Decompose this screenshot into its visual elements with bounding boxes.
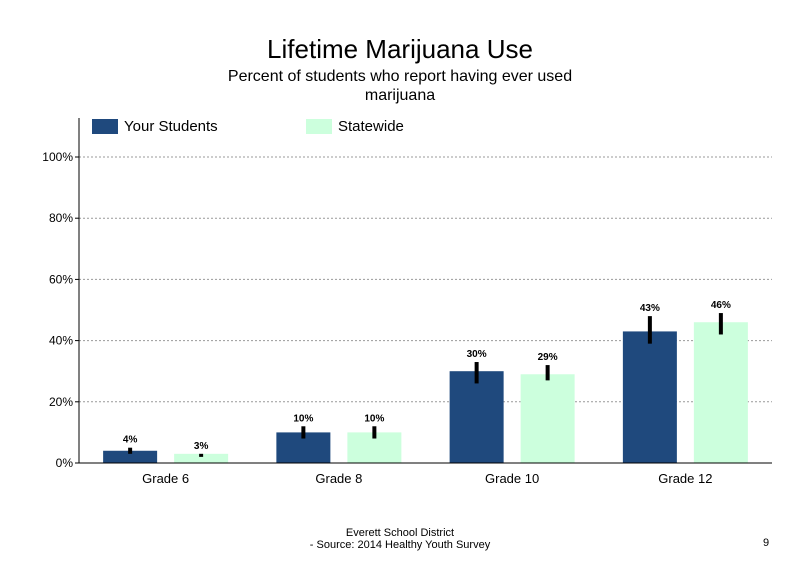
bar-your-students xyxy=(622,331,677,463)
y-tick-label: 0% xyxy=(56,456,74,470)
y-tick-label: 20% xyxy=(49,395,73,409)
legend-swatch-your-students xyxy=(92,119,118,134)
footer-source: - Source: 2014 Healthy Youth Survey xyxy=(309,539,491,551)
data-label: 43% xyxy=(640,303,660,314)
data-label: 4% xyxy=(123,435,138,446)
data-label: 30% xyxy=(467,349,487,360)
y-tick-label: 100% xyxy=(42,150,73,164)
bar-statewide xyxy=(520,374,575,463)
chart-title: Lifetime Marijuana Use xyxy=(267,34,533,64)
y-tick-label: 60% xyxy=(49,272,73,286)
data-label: 29% xyxy=(538,352,558,363)
data-label: 10% xyxy=(364,413,384,424)
chart-subtitle: Percent of students who report having ev… xyxy=(200,67,600,105)
subtitle-line-1: Percent of students who report having ev… xyxy=(227,68,573,85)
legend-label-your-students: Your Students xyxy=(124,118,218,135)
page-number: 9 xyxy=(763,537,770,549)
footer-district: Everett School District xyxy=(345,527,455,539)
x-tick-label: Grade 12 xyxy=(658,471,712,486)
data-label: 46% xyxy=(711,300,731,311)
x-tick-label: Grade 6 xyxy=(142,471,189,486)
x-tick-label: Grade 10 xyxy=(485,471,539,486)
x-tick-label: Grade 8 xyxy=(315,471,362,486)
bar-your-students xyxy=(103,450,158,463)
bar-statewide xyxy=(693,322,748,463)
y-tick-label: 80% xyxy=(49,211,73,225)
data-label: 3% xyxy=(194,441,209,452)
legend-swatch-statewide xyxy=(306,119,332,134)
bar-statewide xyxy=(174,453,229,463)
bar-your-students xyxy=(449,371,504,463)
footer: Everett School District - Source: 2014 H… xyxy=(250,527,550,551)
y-tick-label: 40% xyxy=(49,334,73,348)
data-label: 10% xyxy=(293,413,313,424)
subtitle-line-2: marijuana xyxy=(364,87,436,104)
legend-label-statewide: Statewide xyxy=(338,118,404,135)
